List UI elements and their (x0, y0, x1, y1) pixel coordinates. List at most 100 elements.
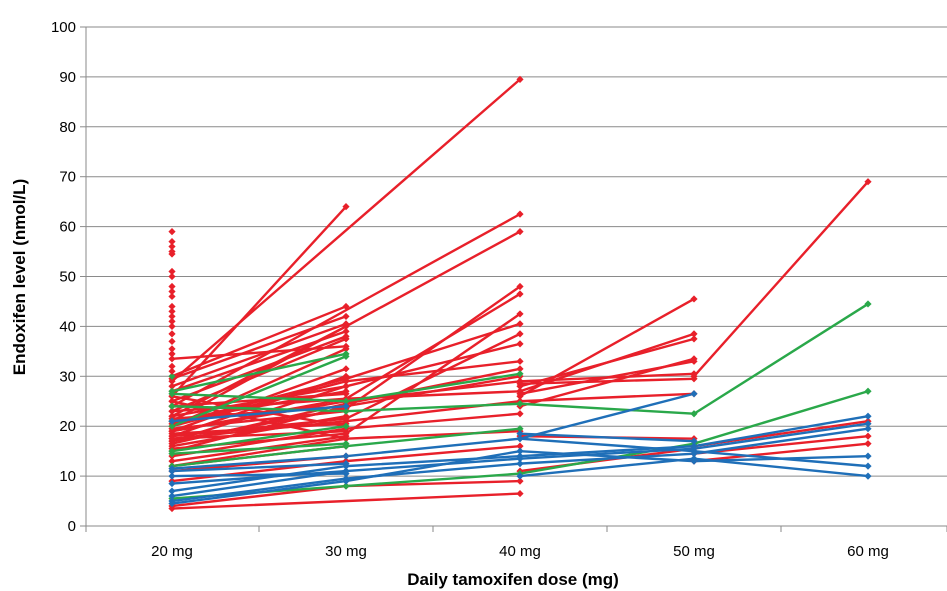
series-line (170, 352, 348, 393)
data-point (342, 322, 350, 330)
data-point (516, 460, 524, 468)
data-point (168, 242, 176, 251)
data-point (342, 382, 350, 390)
data-point (690, 330, 698, 338)
data-point (516, 365, 524, 373)
data-point (168, 390, 176, 398)
data-point (516, 477, 524, 485)
data-point (516, 430, 524, 438)
x-tick-label: 40 mg (499, 543, 541, 560)
data-point (168, 382, 176, 390)
x-tick-label: 30 mg (325, 543, 367, 560)
x-tick-labels: 20 mg 30 mg 40 mg 50 mg 60 mg (151, 543, 889, 560)
data-point (690, 372, 698, 380)
data-point (168, 322, 176, 330)
data-point (168, 350, 176, 358)
gridlines (86, 26, 947, 477)
data-point (168, 427, 176, 435)
data-point (690, 295, 698, 303)
data-point (342, 462, 350, 470)
series-line (518, 392, 696, 403)
data-point (516, 447, 524, 455)
series-line (170, 492, 522, 510)
data-point (342, 407, 350, 415)
data-point (342, 417, 350, 425)
y-tick-label: 90 (59, 69, 76, 86)
data-point (516, 340, 524, 348)
series-line (170, 315, 348, 380)
series-line (692, 180, 870, 378)
data-point (168, 292, 176, 301)
y-tick-label: 60 (59, 219, 76, 236)
series-line (692, 442, 870, 463)
data-point (690, 357, 698, 365)
data-point (342, 422, 350, 430)
series-line (170, 212, 522, 408)
series-line (170, 305, 348, 378)
series-line (170, 425, 348, 453)
data-point (516, 435, 524, 443)
data-point (516, 75, 524, 83)
data-point (342, 203, 350, 211)
data-point (168, 435, 176, 443)
data-point (168, 450, 176, 458)
data-point (168, 457, 176, 465)
data-point (168, 407, 176, 415)
data-point (168, 312, 176, 321)
data-point (342, 477, 350, 485)
series-line (170, 462, 348, 473)
data-point (516, 370, 524, 378)
data-point (690, 410, 698, 418)
data-point (168, 317, 176, 326)
x-axis-title: Daily tamoxifen dose (mg) (407, 570, 619, 589)
data-point (168, 282, 176, 291)
y-tick-labels: 0 10 20 30 40 50 60 70 80 90 100 (51, 19, 76, 535)
y-tick-label: 100 (51, 19, 76, 36)
y-tick-label: 20 (59, 418, 76, 435)
series-line (170, 392, 696, 470)
data-point (168, 465, 176, 473)
data-point (864, 440, 872, 448)
data-point (516, 320, 524, 328)
data-point (516, 489, 524, 498)
data-point (516, 400, 524, 408)
data-point (168, 487, 176, 495)
data-point (342, 302, 350, 311)
data-point (342, 452, 350, 460)
data-point (516, 472, 524, 480)
data-point (342, 442, 350, 450)
data-point (864, 452, 872, 460)
data-point (516, 380, 524, 388)
data-point (690, 437, 698, 445)
y-tick-label: 80 (59, 119, 76, 136)
data-point (864, 420, 872, 428)
y-tick-label: 0 (68, 518, 76, 535)
series-line (170, 335, 348, 403)
data-point (342, 365, 350, 373)
x-tick-label: 60 mg (847, 543, 889, 560)
data-point (864, 387, 872, 395)
data-point (342, 467, 350, 475)
data-point (168, 355, 176, 363)
data-point (168, 499, 176, 508)
series-line (170, 442, 348, 455)
data-point (168, 330, 176, 338)
x-tick-label: 50 mg (673, 543, 715, 560)
series-line (692, 434, 870, 455)
data-point (690, 390, 698, 398)
y-tick-label: 30 (59, 368, 76, 385)
data-point-markers (168, 75, 872, 513)
data-point (168, 227, 176, 236)
series-line (518, 432, 696, 443)
series-line (170, 405, 348, 423)
data-point (168, 362, 176, 370)
y-tick-label: 10 (59, 468, 76, 485)
data-point (168, 472, 176, 480)
data-point (168, 237, 176, 246)
data-point (342, 435, 350, 443)
data-point (168, 287, 176, 296)
data-point (864, 178, 872, 186)
data-point (168, 402, 176, 410)
data-point (342, 352, 350, 360)
